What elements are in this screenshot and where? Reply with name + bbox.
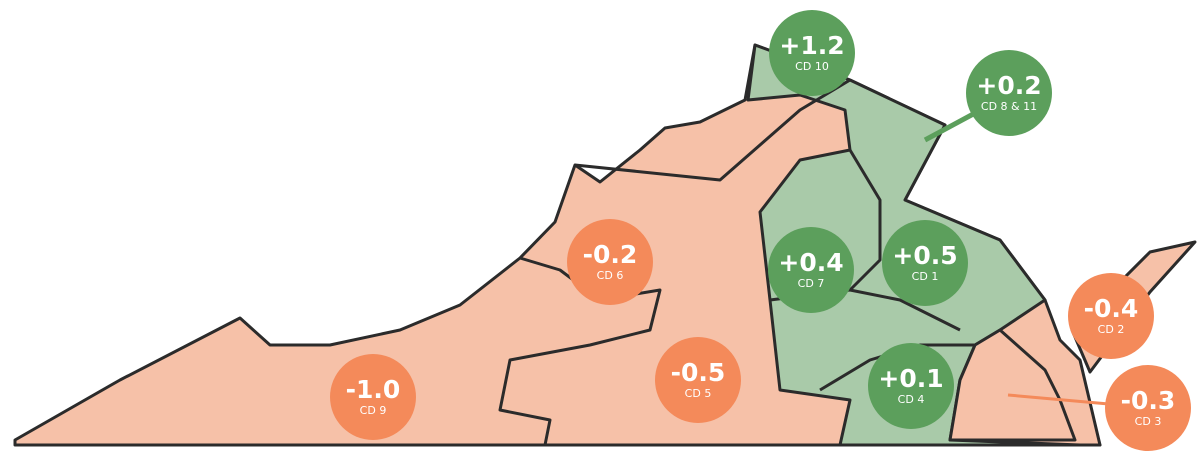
district-label: CD 10: [795, 60, 829, 73]
district-label: CD 9: [359, 404, 387, 417]
district-label: CD 5: [684, 387, 712, 400]
district-value: +0.4: [778, 248, 844, 277]
district-bubble: +0.1 CD 4: [868, 343, 954, 429]
district-border: [574, 78, 851, 182]
district-value: +0.1: [878, 364, 944, 393]
district-label: CD 7: [797, 277, 825, 290]
district-label: CD 4: [897, 393, 925, 406]
district-bubble: +0.5 CD 1: [882, 220, 968, 306]
district-value: +0.2: [976, 71, 1042, 100]
leader-line-cd3: [1007, 393, 1121, 407]
district-value: -0.5: [670, 358, 726, 387]
district-bubble: -0.5 CD 5: [655, 337, 741, 423]
district-bubble: +0.2 CD 8 & 11: [966, 50, 1052, 136]
district-bubble: -0.3 CD 3: [1105, 365, 1191, 451]
district-value: -0.3: [1120, 386, 1176, 415]
district-bubble: -1.0 CD 9: [330, 354, 416, 440]
district-label: CD 1: [911, 270, 939, 283]
district-bubble: +0.4 CD 7: [768, 227, 854, 313]
district-bubble: +1.2 CD 10: [769, 10, 855, 96]
district-bubble: -0.2 CD 6: [567, 219, 653, 305]
district-label: CD 2: [1097, 323, 1125, 336]
cd3-region: [948, 328, 1077, 442]
district-value: +1.2: [779, 31, 845, 60]
district-label: CD 8 & 11: [980, 100, 1038, 113]
district-label: CD 6: [596, 269, 624, 282]
district-bubble: -0.4 CD 2: [1068, 273, 1154, 359]
district-value: -0.2: [582, 240, 638, 269]
district-value: -1.0: [345, 375, 401, 404]
district-value: -0.4: [1083, 294, 1139, 323]
district-border: [848, 149, 882, 292]
district-value: +0.5: [892, 241, 958, 270]
district-label: CD 3: [1134, 415, 1162, 428]
